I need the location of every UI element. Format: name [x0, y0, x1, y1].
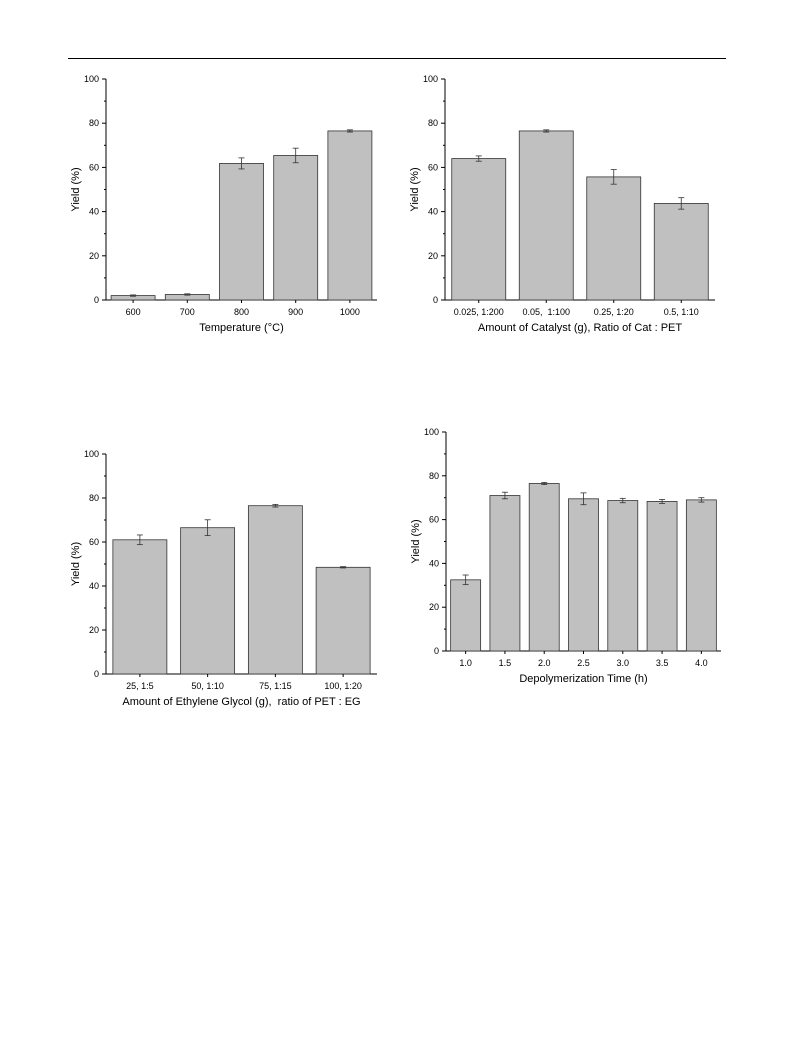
x-tick-label: 600	[126, 307, 141, 317]
x-tick-label: 25, 1:5	[126, 681, 154, 691]
y-tick-label: 0	[94, 669, 99, 679]
x-tick-label: 1000	[340, 307, 360, 317]
y-tick-label: 80	[89, 118, 99, 128]
y-axis-title: Yield (%)	[70, 167, 82, 211]
y-tick-label: 0	[94, 295, 99, 305]
y-tick-label: 40	[89, 207, 99, 217]
y-tick-label: 100	[424, 427, 439, 437]
x-tick-label: 4.0	[695, 658, 708, 668]
page-header-rule	[68, 58, 726, 59]
x-tick-label: 3.0	[617, 658, 630, 668]
y-tick-label: 0	[434, 646, 439, 656]
x-tick-label: 0.5, 1:10	[664, 307, 699, 317]
x-tick-label: 800	[234, 307, 249, 317]
bar	[219, 163, 264, 301]
x-tick-label: 900	[288, 307, 303, 317]
bar	[327, 130, 373, 301]
y-tick-label: 60	[429, 515, 439, 525]
y-tick-label: 60	[428, 162, 438, 172]
x-axis-title: Temperature (°C)	[199, 322, 283, 334]
x-tick-label: 75, 1:15	[259, 681, 292, 691]
bar	[586, 176, 642, 301]
y-axis-title: Yield (%)	[409, 167, 421, 211]
y-tick-label: 80	[429, 471, 439, 481]
y-tick-label: 100	[423, 74, 438, 84]
bar	[653, 203, 709, 301]
y-tick-label: 20	[429, 602, 439, 612]
y-tick-label: 100	[84, 74, 99, 84]
x-axis-title: Amount of Catalyst (g), Ratio of Cat : P…	[478, 322, 682, 334]
bar	[489, 495, 521, 652]
chart-ethylene-glycol: 0 20 40 60 80 100 25, 1:5 50, 1:10 75, 1:15 100, …	[70, 449, 377, 708]
x-tick-label: 0.025, 1:200	[454, 307, 504, 317]
chart-catalyst: 0 20 40 60 80 100 0.025, 1:200 0.05, 1:100 0.25,…	[409, 74, 715, 334]
y-tick-label: 80	[428, 118, 438, 128]
y-tick-label: 60	[89, 162, 99, 172]
x-tick-label: 1.0	[459, 658, 472, 668]
x-tick-label: 2.0	[538, 658, 551, 668]
y-axis-title: Yield (%)	[70, 542, 82, 586]
chart-temperature: 0 20 40 60 80 100 600 700 800 900 1000 Temperature …	[70, 74, 377, 334]
x-tick-label: 3.5	[656, 658, 669, 668]
x-tick-label: 50, 1:10	[191, 681, 224, 691]
x-tick-label: 100, 1:20	[324, 681, 362, 691]
y-tick-label: 20	[89, 251, 99, 261]
x-axis-title: Depolymerization Time (h)	[519, 673, 647, 685]
x-tick-label: 2.5	[577, 658, 590, 668]
y-tick-label: 40	[89, 581, 99, 591]
bar	[568, 498, 599, 652]
y-axis-title: Yield (%)	[410, 519, 422, 563]
y-tick-label: 40	[428, 207, 438, 217]
x-tick-label: 700	[180, 307, 195, 317]
bar	[273, 155, 319, 301]
x-axis-title: Amount of Ethylene Glycol (g), ratio of …	[122, 696, 360, 708]
x-tick-label: 0.25, 1:20	[594, 307, 634, 317]
bar	[112, 539, 168, 675]
bar	[451, 158, 507, 301]
bar	[646, 501, 678, 652]
bar	[450, 579, 482, 652]
y-tick-label: 100	[84, 449, 99, 459]
x-tick-label: 1.5	[499, 658, 512, 668]
bar	[528, 483, 560, 652]
x-tick-label: 0.05, 1:100	[522, 307, 570, 317]
y-tick-label: 20	[89, 625, 99, 635]
y-tick-label: 60	[89, 537, 99, 547]
y-tick-label: 0	[433, 295, 438, 305]
y-tick-label: 20	[428, 251, 438, 261]
bar	[607, 500, 639, 652]
chart-time: 0 20 40 60 80 100 1.0 1.5 2.0 2.5 3.0 3.5 4.0 Depolym…	[410, 427, 721, 685]
bar	[518, 130, 574, 301]
bar	[315, 566, 371, 675]
bar	[685, 499, 717, 652]
y-tick-label: 80	[89, 493, 99, 503]
bar	[180, 527, 236, 675]
bar	[247, 505, 303, 675]
y-tick-label: 40	[429, 558, 439, 568]
